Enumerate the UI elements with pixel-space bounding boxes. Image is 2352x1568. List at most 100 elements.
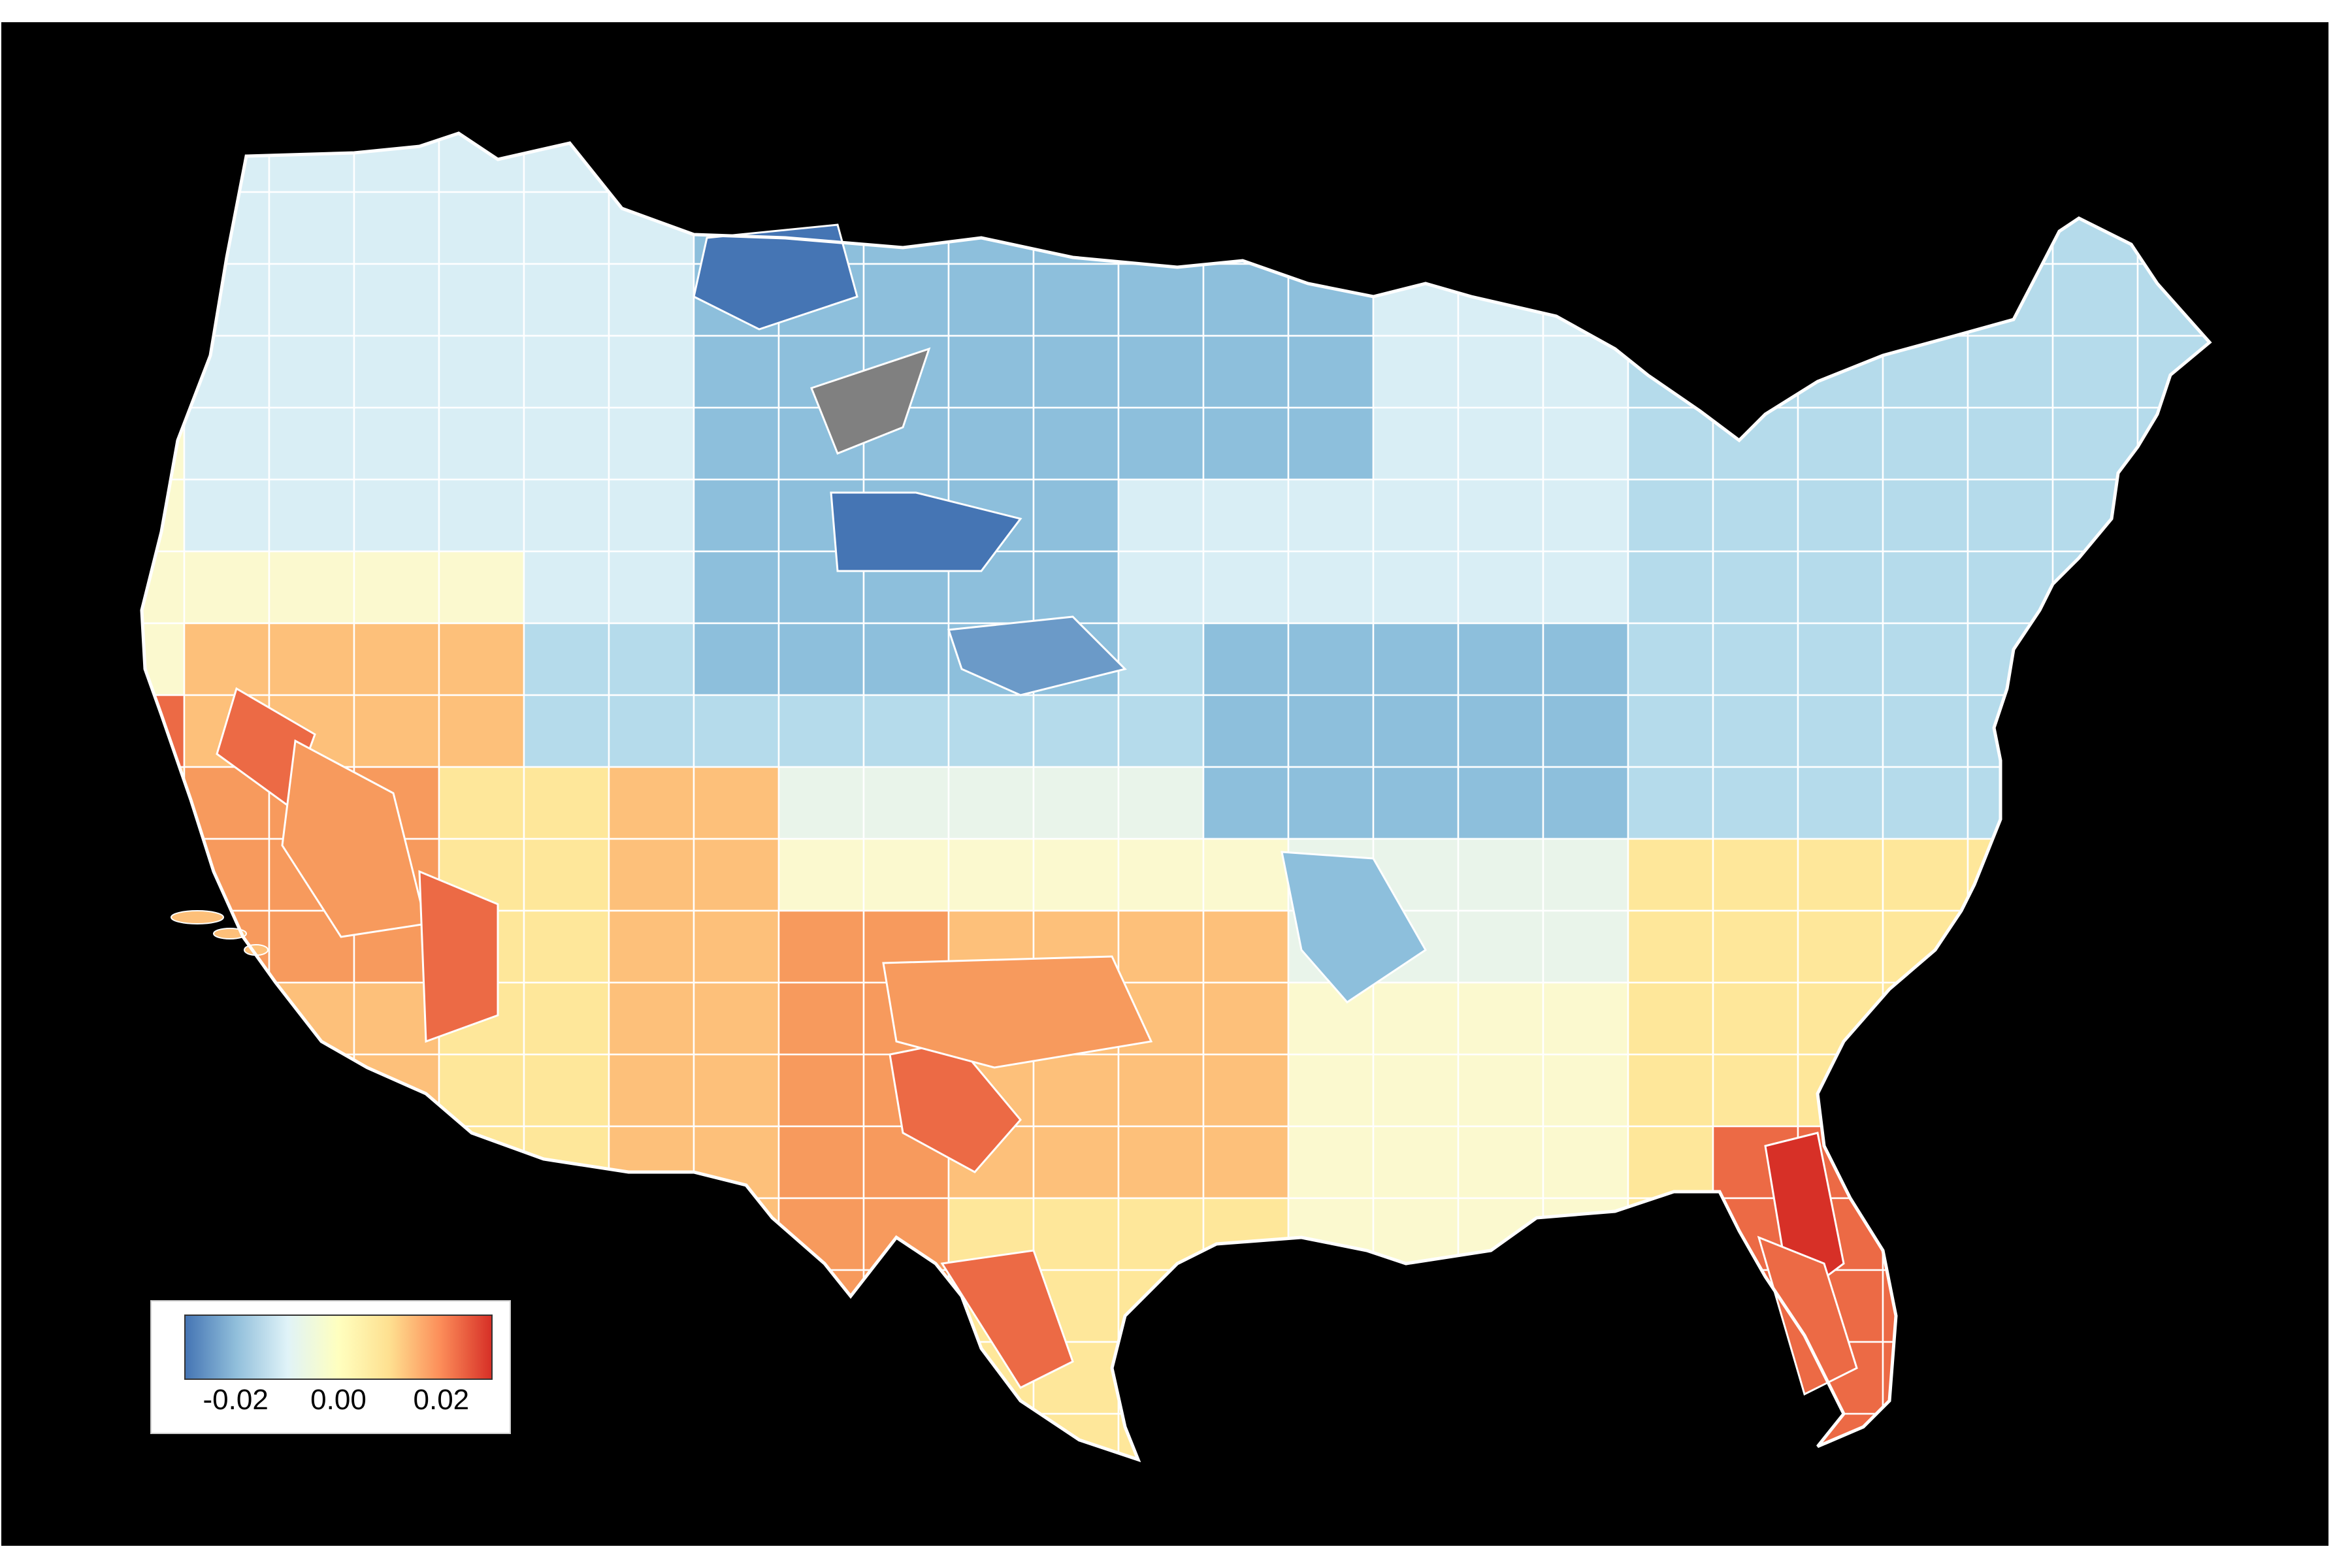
watershed-region <box>608 766 695 840</box>
watershed-region <box>523 263 610 337</box>
watershed-region <box>1967 406 2054 481</box>
watershed-region <box>1712 1053 1799 1128</box>
watershed-region <box>777 694 865 768</box>
legend-tick-label: -0.02 <box>203 1384 269 1416</box>
watershed-region <box>777 1125 865 1200</box>
watershed-region <box>183 263 270 337</box>
watershed-region <box>1628 1486 1713 1546</box>
watershed-region <box>1202 1053 1290 1128</box>
watershed-region <box>2136 478 2210 553</box>
watershed-region <box>1117 1341 1205 1415</box>
watershed-region <box>1542 1197 1629 1271</box>
watershed-region <box>183 478 270 553</box>
watershed-region <box>694 1486 779 1546</box>
watershed-region <box>1627 622 1714 696</box>
watershed-region <box>1627 263 1714 337</box>
watershed-region <box>862 1413 950 1460</box>
watershed-region <box>1882 766 1969 840</box>
watershed-region <box>1032 478 1120 553</box>
watershed-region <box>1203 1486 1288 1546</box>
watershed-region <box>268 263 355 337</box>
watershed-region <box>183 981 270 1056</box>
watershed-region <box>1202 478 1290 553</box>
watershed-region <box>523 133 610 193</box>
watershed-region <box>608 263 695 337</box>
watershed-region <box>1542 838 1629 912</box>
watershed-region <box>947 263 1035 337</box>
watershed-region <box>1117 1197 1205 1271</box>
watershed-region <box>1797 406 1884 481</box>
watershed-region <box>2308 1342 2328 1414</box>
watershed-region <box>2223 1342 2308 1414</box>
watershed-region <box>2223 1270 2308 1342</box>
watershed-region <box>608 838 695 912</box>
watershed-region <box>1202 622 1290 696</box>
watershed-region <box>1712 1341 1799 1415</box>
watershed-region <box>1202 981 1290 1056</box>
watershed-region <box>523 478 610 553</box>
watershed-region <box>438 766 525 840</box>
watershed-region <box>1882 1125 1969 1200</box>
no-data-region <box>810 347 931 455</box>
watershed-region <box>1967 335 2054 409</box>
watershed-region <box>1712 838 1799 912</box>
watershed-region <box>1542 406 1629 481</box>
watershed-region <box>1712 406 1799 481</box>
watershed-region <box>1287 766 1375 840</box>
watershed-region <box>268 1125 355 1200</box>
watershed-region <box>830 491 1022 572</box>
watershed-region <box>608 1197 695 1271</box>
watershed-region <box>1967 1053 2054 1128</box>
watershed-region <box>1967 909 2054 984</box>
watershed-region <box>268 335 355 409</box>
watershed-region <box>1457 622 1544 696</box>
watershed-region <box>2136 1053 2210 1128</box>
watershed-region <box>777 1341 865 1415</box>
watershed-region <box>609 1486 694 1546</box>
watershed-region <box>777 133 865 193</box>
watershed-region <box>2136 838 2210 912</box>
watershed-region <box>1372 1053 1460 1128</box>
watershed-region <box>2136 1413 2210 1460</box>
watershed-region <box>1202 1341 1290 1415</box>
watershed-region <box>1117 766 1205 840</box>
watershed-region <box>608 622 695 696</box>
watershed-region <box>1287 478 1375 553</box>
watershed-region <box>1627 478 1714 553</box>
watershed-region <box>1117 838 1205 912</box>
watershed-region <box>1627 335 1714 409</box>
watershed-region <box>1798 1486 1883 1546</box>
watershed-region <box>1542 909 1629 984</box>
watershed-region <box>99 1486 184 1546</box>
watershed-region <box>1281 851 1427 1004</box>
watershed-region <box>1202 1197 1290 1271</box>
watershed-region <box>2308 623 2328 695</box>
watershed-region <box>1287 1125 1375 1200</box>
watershed-region <box>1627 133 1714 193</box>
watershed-region <box>1882 1413 1969 1460</box>
watershed-region <box>1202 1269 1290 1343</box>
watershed-region <box>862 838 950 912</box>
watershed-region <box>2051 909 2139 984</box>
watershed-region <box>1797 1053 1884 1128</box>
watershed-region <box>1372 263 1460 337</box>
watershed-region <box>1372 1413 1460 1460</box>
watershed-region <box>1712 335 1799 409</box>
watershed-region <box>1627 191 1714 265</box>
watershed-region <box>1882 622 1969 696</box>
watershed-region <box>693 622 780 696</box>
watershed-region <box>523 1053 610 1128</box>
watershed-region <box>1542 1413 1629 1460</box>
watershed-region <box>1117 133 1205 193</box>
watershed-region <box>1457 909 1544 984</box>
watershed-region <box>268 406 355 481</box>
watershed-region <box>1287 191 1375 265</box>
watershed-region <box>1457 133 1544 193</box>
watershed-region <box>1713 1486 1798 1546</box>
watershed-region <box>2136 909 2210 984</box>
watershed-region <box>608 550 695 625</box>
watershed-region <box>1287 1341 1375 1415</box>
watershed-region <box>1287 406 1375 481</box>
legend: -0.02 0.00 0.02 <box>150 1300 511 1434</box>
watershed-region <box>523 335 610 409</box>
